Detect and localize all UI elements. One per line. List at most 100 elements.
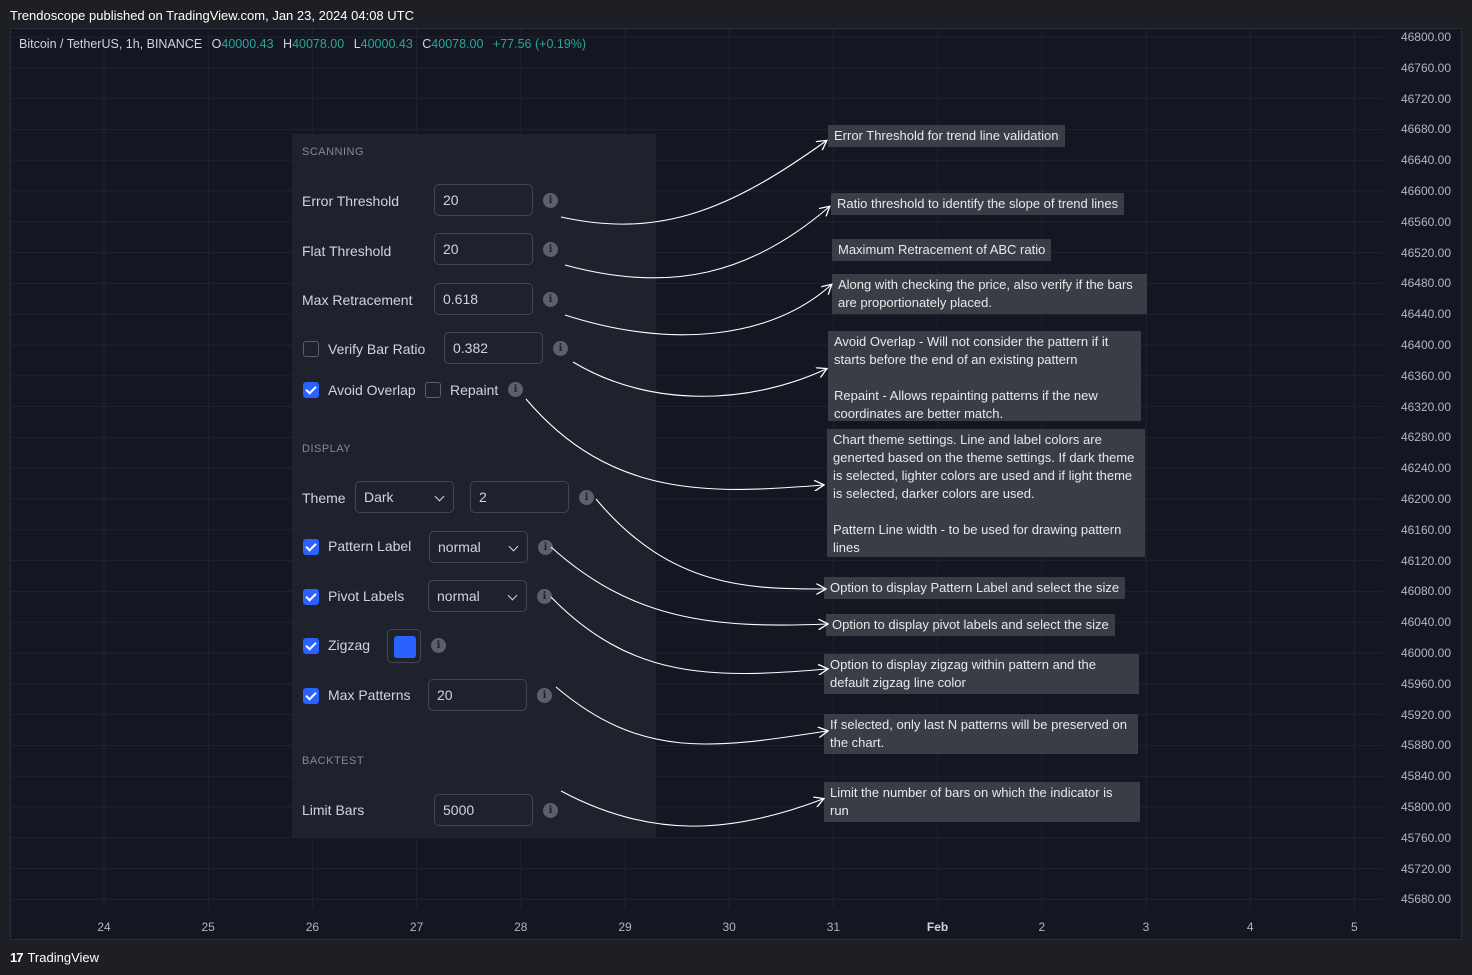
pattern-label-label: Pattern Label [328,538,412,554]
settings-panel: SCANNING Error Threshold 20 i Flat Thres… [292,134,656,838]
time-tick-label: 2 [1038,920,1046,934]
max-retracement-input[interactable]: 0.618 [434,283,533,315]
limit-bars-input[interactable]: 5000 [434,794,533,826]
zigzag-color-swatch [394,636,416,658]
note-pattern-label: Option to display Pattern Label and sele… [824,577,1126,599]
price-tick-label: 46040.00 [1400,615,1451,630]
verify-bar-ratio-input[interactable]: 0.382 [444,332,543,364]
pivot-labels-checkbox[interactable] [303,589,319,605]
zigzag-label: Zigzag [328,637,371,653]
time-tick-label: 4 [1246,920,1254,934]
section-scanning: SCANNING [302,146,365,158]
symbol-name: Bitcoin / TetherUS, 1h, BINANCE [19,37,203,51]
price-tick-label: 45720.00 [1400,861,1451,876]
price-tick-label: 46440.00 [1400,307,1451,322]
price-tick-label: 46400.00 [1400,338,1451,352]
note-theme-linewidth: Chart theme settings. Line and label col… [827,429,1145,557]
note-max-patterns: If selected, only last N patterns will b… [824,714,1138,754]
open-label: O [211,37,222,51]
published-line: Trendoscope published on TradingView.com… [10,8,414,23]
avoid-overlap-label: Avoid Overlap [328,382,416,398]
time-tick-label: 26 [305,920,320,934]
low-value: 40000.43 [360,37,413,51]
max-retracement-label: Max Retracement [302,292,413,308]
time-tick-label: 28 [514,920,528,934]
price-tick-label: 46120.00 [1400,553,1451,568]
info-icon[interactable]: i [553,341,568,356]
info-icon[interactable]: i [537,688,552,703]
section-backtest: BACKTEST [302,755,365,767]
time-tick-label: 24 [97,920,111,934]
price-tick-label: 46720.00 [1400,91,1451,106]
zigzag-checkbox[interactable] [303,638,319,654]
repaint-checkbox[interactable] [425,382,441,398]
note-limit-bars: Limit the number of bars on which the in… [824,782,1140,822]
time-tick-label: 31 [826,920,841,934]
pattern-label-size-select[interactable]: normal [429,531,528,563]
info-icon[interactable]: i [543,242,558,257]
info-icon[interactable]: i [579,490,594,505]
info-icon[interactable]: i [543,292,558,307]
line-width-input[interactable]: 2 [470,481,569,513]
info-icon[interactable]: i [538,540,553,555]
pattern-label-checkbox[interactable] [303,539,319,555]
note-verify-bar-ratio: Along with checking the price, also veri… [832,274,1147,314]
flat-threshold-input[interactable]: 20 [434,233,533,265]
price-tick-label: 46560.00 [1400,214,1451,229]
price-tick-label: 45680.00 [1400,892,1451,907]
pivot-labels-size-select[interactable]: normal [428,580,527,612]
pivot-labels-label: Pivot Labels [328,588,405,604]
note-zigzag: Option to display zigzag within pattern … [824,654,1139,694]
note-theme: Chart theme settings. Line and label col… [833,432,1135,501]
info-icon[interactable]: i [543,193,558,208]
low-label: L [353,37,361,51]
note-max-retracement: Maximum Retracement of ABC ratio [832,239,1052,261]
flat-threshold-label: Flat Threshold [302,243,392,259]
price-tick-label: 46600.00 [1400,184,1451,198]
chart-grid [11,29,1383,909]
verify-bar-ratio-checkbox[interactable] [303,341,319,357]
price-tick-label: 46160.00 [1400,522,1451,537]
note-avoid-overlap: Avoid Overlap - Will not consider the pa… [834,334,1109,367]
max-patterns-checkbox[interactable] [303,688,319,704]
time-tick-label: 29 [618,920,632,934]
note-overlap-repaint: Avoid Overlap - Will not consider the pa… [828,331,1141,421]
theme-label: Theme [302,490,346,506]
price-tick-label: 45880.00 [1400,738,1451,753]
price-tick-label: 46680.00 [1400,122,1451,137]
price-tick-label: 46000.00 [1400,646,1451,660]
error-threshold-input[interactable]: 20 [434,184,533,216]
max-patterns-input[interactable]: 20 [428,679,527,711]
price-tick-label: 46240.00 [1400,461,1451,476]
note-error-threshold: Error Threshold for trend line validatio… [828,125,1065,147]
time-tick-label: 30 [722,920,736,934]
time-tick-label: 5 [1351,920,1358,934]
symbol-legend[interactable]: Bitcoin / TetherUS, 1h, BINANCE O40000.4… [19,37,586,51]
info-icon[interactable]: i [537,589,552,604]
tradingview-logo: 17 [10,950,24,965]
high-value: 40078.00 [292,37,345,51]
close-label: C [422,37,432,51]
theme-select[interactable]: Dark [355,481,454,513]
price-axis[interactable]: 46800.00 46760.00 46720.00 46680.00 46640.00… [1381,29,1461,939]
zigzag-color-picker[interactable] [387,629,421,663]
info-icon[interactable]: i [431,638,446,653]
change-value: +77.56 (+0.19%) [492,37,587,51]
error-threshold-label: Error Threshold [302,193,400,209]
open-value: 40000.43 [221,37,274,51]
price-tick-label: 46280.00 [1400,430,1451,445]
time-tick-label: Feb [926,920,949,934]
info-icon[interactable]: i [508,382,523,397]
repaint-label: Repaint [450,382,499,398]
section-display: DISPLAY [302,443,352,455]
price-tick-label: 46640.00 [1400,153,1451,168]
price-tick-label: 45920.00 [1400,707,1451,722]
info-icon[interactable]: i [543,803,558,818]
avoid-overlap-checkbox[interactable] [303,382,319,398]
time-tick-label: 25 [201,920,215,934]
chart-pane[interactable]: Bitcoin / TetherUS, 1h, BINANCE O40000.4… [10,28,1462,940]
footer[interactable]: 17 TradingView [10,950,99,965]
price-tick-label: 46800.00 [1400,30,1451,44]
price-tick-label: 45760.00 [1400,830,1451,845]
note-line-width: Pattern Line width - to be used for draw… [833,522,1122,555]
